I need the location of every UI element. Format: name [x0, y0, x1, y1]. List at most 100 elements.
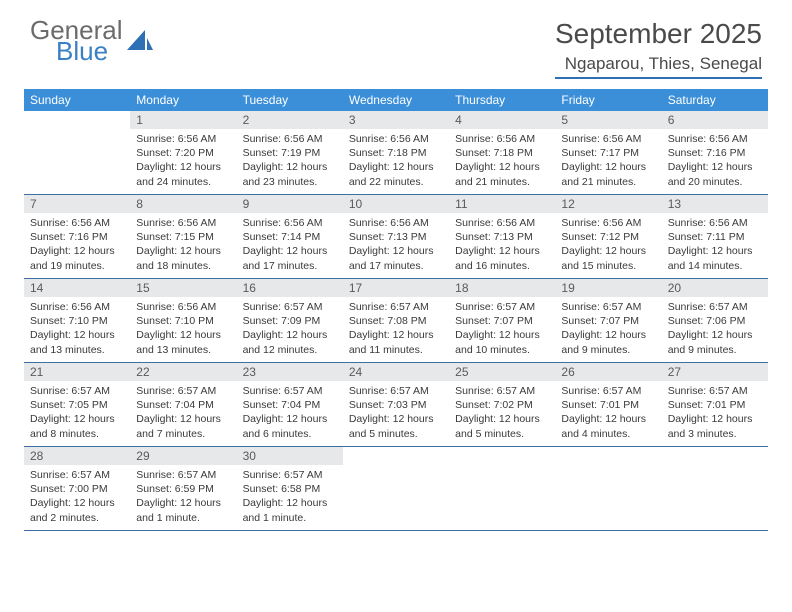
- sunset-text: Sunset: 7:20 PM: [136, 146, 230, 160]
- sunset-text: Sunset: 7:09 PM: [243, 314, 337, 328]
- day-cell: 3Sunrise: 6:56 AMSunset: 7:18 PMDaylight…: [343, 111, 449, 195]
- day-body: Sunrise: 6:56 AMSunset: 7:13 PMDaylight:…: [449, 213, 555, 273]
- day-header: Thursday: [449, 89, 555, 111]
- day-body: Sunrise: 6:57 AMSunset: 7:05 PMDaylight:…: [24, 381, 130, 441]
- day-body: Sunrise: 6:57 AMSunset: 7:04 PMDaylight:…: [237, 381, 343, 441]
- day-body: Sunrise: 6:57 AMSunset: 7:01 PMDaylight:…: [662, 381, 768, 441]
- sunrise-text: Sunrise: 6:57 AM: [668, 300, 762, 314]
- daylight-text: Daylight: 12 hours and 7 minutes.: [136, 412, 230, 440]
- day-number: 4: [449, 111, 555, 129]
- day-number: 22: [130, 363, 236, 381]
- sunset-text: Sunset: 7:14 PM: [243, 230, 337, 244]
- header: General Blue September 2025 Ngaparou, Th…: [0, 0, 792, 85]
- day-cell: 24Sunrise: 6:57 AMSunset: 7:03 PMDayligh…: [343, 363, 449, 447]
- day-cell: 21Sunrise: 6:57 AMSunset: 7:05 PMDayligh…: [24, 363, 130, 447]
- sunrise-text: Sunrise: 6:57 AM: [243, 384, 337, 398]
- daylight-text: Daylight: 12 hours and 16 minutes.: [455, 244, 549, 272]
- day-number: 24: [343, 363, 449, 381]
- logo-text-blue: Blue: [56, 39, 123, 64]
- day-number: 30: [237, 447, 343, 465]
- day-body: Sunrise: 6:57 AMSunset: 7:08 PMDaylight:…: [343, 297, 449, 357]
- title-block: September 2025 Ngaparou, Thies, Senegal: [555, 18, 762, 79]
- day-body: Sunrise: 6:56 AMSunset: 7:14 PMDaylight:…: [237, 213, 343, 273]
- day-cell: 12Sunrise: 6:56 AMSunset: 7:12 PMDayligh…: [555, 195, 661, 279]
- day-number: 2: [237, 111, 343, 129]
- day-cell: 14Sunrise: 6:56 AMSunset: 7:10 PMDayligh…: [24, 279, 130, 363]
- day-body: Sunrise: 6:56 AMSunset: 7:15 PMDaylight:…: [130, 213, 236, 273]
- day-body: Sunrise: 6:56 AMSunset: 7:18 PMDaylight:…: [343, 129, 449, 189]
- day-cell: 9Sunrise: 6:56 AMSunset: 7:14 PMDaylight…: [237, 195, 343, 279]
- sunrise-text: Sunrise: 6:56 AM: [349, 132, 443, 146]
- day-cell: 4 Sunrise: 6:56 AMSunset: 7:18 PMDaylight…: [449, 111, 555, 195]
- week-row: 14Sunrise: 6:56 AMSunset: 7:10 PMDayligh…: [24, 279, 768, 363]
- sunset-text: Sunset: 7:03 PM: [349, 398, 443, 412]
- daylight-text: Daylight: 12 hours and 14 minutes.: [668, 244, 762, 272]
- day-cell: 26Sunrise: 6:57 AMSunset: 7:01 PMDayligh…: [555, 363, 661, 447]
- day-number: 17: [343, 279, 449, 297]
- day-header: Sunday: [24, 89, 130, 111]
- sunset-text: Sunset: 6:59 PM: [136, 482, 230, 496]
- sunset-text: Sunset: 7:04 PM: [243, 398, 337, 412]
- daylight-text: Daylight: 12 hours and 20 minutes.: [668, 160, 762, 188]
- day-number: 25: [449, 363, 555, 381]
- day-number: 12: [555, 195, 661, 213]
- day-number: 11: [449, 195, 555, 213]
- sunrise-text: Sunrise: 6:57 AM: [455, 384, 549, 398]
- day-body: Sunrise: 6:57 AMSunset: 7:03 PMDaylight:…: [343, 381, 449, 441]
- week-row: 1 Sunrise: 6:56 AM Sunset: 7:20 PM Daylight…: [24, 111, 768, 195]
- day-number: 10: [343, 195, 449, 213]
- daylight-text: Daylight: 12 hours and 5 minutes.: [455, 412, 549, 440]
- day-number: 21: [24, 363, 130, 381]
- daylight-text: Daylight: 12 hours and 9 minutes.: [668, 328, 762, 356]
- day-number: 13: [662, 195, 768, 213]
- daylight-text: Daylight: 12 hours and 21 minutes.: [455, 160, 549, 188]
- sunrise-text: Sunrise: 6:57 AM: [243, 300, 337, 314]
- calendar: SundayMondayTuesdayWednesdayThursdayFrid…: [0, 89, 792, 531]
- sunset-text: Sunset: 7:10 PM: [30, 314, 124, 328]
- day-body: Sunrise: 6:56 AMSunset: 7:11 PMDaylight:…: [662, 213, 768, 273]
- day-number: 20: [662, 279, 768, 297]
- sunrise-text: Sunrise: 6:57 AM: [136, 468, 230, 482]
- day-body: Sunrise: 6:57 AMSunset: 7:04 PMDaylight:…: [130, 381, 236, 441]
- sunset-text: Sunset: 7:13 PM: [349, 230, 443, 244]
- daylight-text: Daylight: 12 hours and 15 minutes.: [561, 244, 655, 272]
- day-number: 5: [555, 111, 661, 129]
- sunset-text: Sunset: 7:19 PM: [243, 146, 337, 160]
- day-number: 26: [555, 363, 661, 381]
- sunset-text: Sunset: 7:18 PM: [455, 146, 549, 160]
- sunrise-text: Sunrise: 6:56 AM: [455, 132, 549, 146]
- day-number: 3: [343, 111, 449, 129]
- sunrise-text: Sunrise: 6:56 AM: [243, 132, 337, 146]
- day-cell: [24, 111, 130, 195]
- daylight-text: Daylight: 12 hours and 8 minutes.: [30, 412, 124, 440]
- sunrise-text: Sunrise: 6:56 AM: [668, 216, 762, 230]
- sunrise-text: Sunrise: 6:56 AM: [243, 216, 337, 230]
- day-number: 1: [130, 111, 236, 129]
- day-body: Sunrise: 6:56 AMSunset: 7:17 PMDaylight:…: [555, 129, 661, 189]
- daylight-text: Daylight: 12 hours and 18 minutes.: [136, 244, 230, 272]
- day-cell: [662, 447, 768, 531]
- sunrise-text: Sunrise: 6:57 AM: [243, 468, 337, 482]
- day-body: Sunrise: 6:57 AMSunset: 6:59 PMDaylight:…: [130, 465, 236, 525]
- daylight-text: Daylight: 12 hours and 13 minutes.: [136, 328, 230, 356]
- sunrise-text: Sunrise: 6:56 AM: [30, 300, 124, 314]
- sunset-text: Sunset: 7:17 PM: [561, 146, 655, 160]
- day-cell: 18Sunrise: 6:57 AMSunset: 7:07 PMDayligh…: [449, 279, 555, 363]
- day-number: 19: [555, 279, 661, 297]
- daylight-text: Daylight: 12 hours and 4 minutes.: [561, 412, 655, 440]
- daylight-text: Daylight: 12 hours and 3 minutes.: [668, 412, 762, 440]
- sunset-text: Sunset: 7:15 PM: [136, 230, 230, 244]
- sunset-text: Sunset: 7:16 PM: [30, 230, 124, 244]
- sunrise-text: Sunrise: 6:56 AM: [30, 216, 124, 230]
- sunset-text: Sunset: 7:07 PM: [455, 314, 549, 328]
- day-body: Sunrise: 6:57 AMSunset: 7:00 PMDaylight:…: [24, 465, 130, 525]
- daylight-text: Daylight: 12 hours and 17 minutes.: [243, 244, 337, 272]
- sunset-text: Sunset: 7:01 PM: [561, 398, 655, 412]
- day-number: 28: [24, 447, 130, 465]
- sunrise-text: Sunrise: 6:57 AM: [561, 300, 655, 314]
- day-cell: [449, 447, 555, 531]
- day-number: 18: [449, 279, 555, 297]
- sunset-text: Sunset: 7:04 PM: [136, 398, 230, 412]
- sunset-text: Sunset: 7:02 PM: [455, 398, 549, 412]
- day-number: 6: [662, 111, 768, 129]
